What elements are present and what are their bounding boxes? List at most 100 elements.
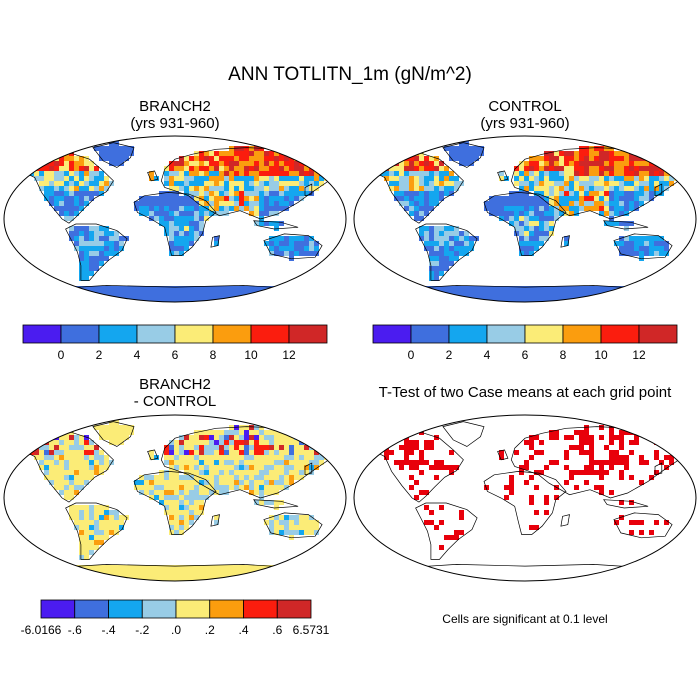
colorbar-tick-label: 6 xyxy=(522,348,529,362)
colorbar-tick-label: -6.0166 xyxy=(21,623,62,637)
panel-title-line1: BRANCH2 xyxy=(139,98,211,115)
colorbar-swatch xyxy=(600,324,640,344)
coastline-africa xyxy=(483,192,567,256)
coastline-indonesia xyxy=(253,220,299,230)
colorbar-swatch xyxy=(524,324,564,344)
coastline-north-america xyxy=(356,431,464,503)
coastline-north-america xyxy=(6,152,114,224)
coastline-new-zealand xyxy=(678,538,689,550)
colorbar-swatch xyxy=(141,599,177,619)
coastline xyxy=(6,142,338,302)
map-frame xyxy=(353,414,697,582)
colorbar-swatch xyxy=(243,599,278,619)
colorbar-tick-label: -.2 xyxy=(135,623,149,637)
colorbar-tick-label: 6 xyxy=(172,348,179,362)
coastline-uk xyxy=(497,449,509,461)
colorbar-swatch xyxy=(209,599,244,619)
map-frame xyxy=(3,414,347,582)
coastline-australia xyxy=(263,512,323,539)
map-panel-branch2 xyxy=(3,135,347,303)
coastline xyxy=(6,421,338,581)
map-frame xyxy=(3,135,347,303)
coastline-madagascar xyxy=(560,235,570,248)
colorbar-tick-label: .2 xyxy=(205,623,215,637)
coastline-africa xyxy=(483,471,567,535)
map-field xyxy=(359,425,679,550)
panel-title-line2: (yrs 931-960) xyxy=(130,115,220,132)
coastline-japan xyxy=(304,462,313,476)
coastline-japan xyxy=(654,462,663,476)
colorbar-tick-label: 10 xyxy=(594,348,608,362)
coastline-new-zealand xyxy=(678,259,689,271)
colorbar-tick-label: 8 xyxy=(560,348,567,362)
map-panel-control xyxy=(353,135,697,303)
colorbar-swatch xyxy=(562,324,602,344)
coastline-uk xyxy=(497,170,509,182)
colorbar-swatch xyxy=(98,324,138,344)
colorbar-tick-label: .0 xyxy=(171,623,181,637)
coastline-indonesia xyxy=(603,220,649,230)
panel-title-line1: BRANCH2 xyxy=(139,376,211,393)
coastline-africa xyxy=(133,192,217,256)
colorbar-tick-label: 6.5731 xyxy=(293,623,330,637)
coastline-greenland xyxy=(442,421,485,447)
coastline-antarctica xyxy=(20,564,330,581)
panel-title-ttest: T-Test of two Case means at each grid po… xyxy=(378,384,672,401)
colorbar-tick-label: 4 xyxy=(484,348,491,362)
coastline-north-america xyxy=(6,431,114,503)
figure-title: ANN TOTLITN_1m (gN/m^2) xyxy=(228,64,472,85)
colorbar-tick-label: 12 xyxy=(632,348,646,362)
coastline-south-america xyxy=(65,502,128,560)
significance-note: Cells are significant at 0.1 level xyxy=(442,612,608,626)
panel-title-line2: - CONTROL xyxy=(133,393,217,410)
colorbar-tick-label: .4 xyxy=(238,623,248,637)
coastline-australia xyxy=(263,233,323,260)
colorbar-swatch xyxy=(372,324,412,344)
coastline-japan xyxy=(654,183,663,197)
coastline xyxy=(356,142,689,302)
coastline-greenland xyxy=(92,142,135,168)
colorbar-swatch xyxy=(60,324,100,344)
colorbar-tick-label: 4 xyxy=(134,348,141,362)
colorbar-swatch xyxy=(410,324,450,344)
panel-title-control: CONTROL (yrs 931-960) xyxy=(375,98,675,132)
colorbar-swatch xyxy=(174,324,214,344)
coastline-antarctica xyxy=(370,564,680,581)
colorbar-swatch xyxy=(175,599,211,619)
coastline-indonesia xyxy=(253,499,299,509)
colorbar-control: 0 2 4 6 8 10 12 xyxy=(372,324,678,362)
panel-title-branch2: BRANCH2 (yrs 931-960) xyxy=(25,98,325,132)
colorbar-swatch xyxy=(40,599,76,619)
coastline-new-zealand xyxy=(328,538,338,550)
map-frame xyxy=(353,135,697,303)
colorbar-swatch xyxy=(74,599,109,619)
map-panel-ttest xyxy=(353,414,697,582)
coastline-uk xyxy=(147,170,159,182)
colorbar-tick-label: 0 xyxy=(58,348,65,362)
colorbar-swatch xyxy=(136,324,176,344)
coastline-australia xyxy=(613,512,673,539)
colorbar-swatch xyxy=(638,324,678,344)
colorbar-swatch xyxy=(486,324,526,344)
coastline-indonesia xyxy=(603,499,649,509)
coastline-antarctica xyxy=(370,285,680,302)
coastline-australia xyxy=(613,233,673,260)
colorbar-branch2: 0 2 4 6 8 10 12 xyxy=(22,324,328,362)
coastline-greenland xyxy=(442,142,485,168)
colorbar-swatch xyxy=(276,599,312,619)
coastline-antarctica xyxy=(20,285,330,302)
coastline-japan xyxy=(304,183,313,197)
coastline-madagascar xyxy=(560,514,570,527)
coastline-new-zealand xyxy=(328,259,338,271)
panel-title-line1: CONTROL xyxy=(488,98,562,115)
colorbar-tick-label: 2 xyxy=(96,348,103,362)
colorbar-swatch xyxy=(288,324,328,344)
coastline-north-america xyxy=(356,152,464,224)
colorbar-tick-label: 12 xyxy=(282,348,296,362)
colorbar-tick-label: -.6 xyxy=(68,623,82,637)
map-panel-difference xyxy=(3,414,347,582)
colorbar-tick-label: 2 xyxy=(446,348,453,362)
coastline-south-america xyxy=(415,223,478,281)
coastline-uk xyxy=(147,449,159,461)
